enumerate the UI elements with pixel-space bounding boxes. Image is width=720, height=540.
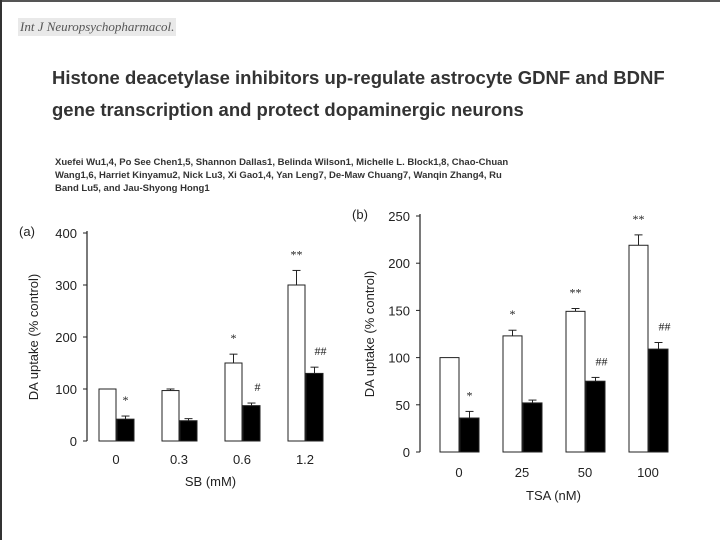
chart-a-x-tick-label: 1.2 <box>296 452 314 467</box>
article-title: Histone deacetylase inhibitors up-regula… <box>52 67 665 120</box>
chart-b-x-tick-label: 25 <box>515 465 529 480</box>
chart-b-x-tick-label: 50 <box>578 465 592 480</box>
chart-a-bar-control <box>224 362 243 442</box>
chart-a-panel-label: (a) <box>19 224 35 239</box>
chart-b-y-tick-label: 100 <box>388 351 410 366</box>
author-list: Xuefei Wu1,4, Po See Chen1,5, Shannon Da… <box>55 157 509 194</box>
chart-b-x-tick-label: 0 <box>455 465 462 480</box>
chart-b-significance-marker: ** <box>570 286 582 300</box>
chart-a-significance-marker: * <box>231 331 237 345</box>
chart-a-bar-control <box>287 284 306 442</box>
chart-a-x-tick-label: 0.3 <box>170 452 188 467</box>
chart-a-significance-marker: # <box>255 380 261 394</box>
slide-top-border <box>0 0 720 2</box>
journal-name: Int J Neuropsychopharmacol. <box>18 18 177 36</box>
chart-b-significance-marker: ## <box>596 354 608 368</box>
chart-b-x-label: TSA (nM) <box>526 488 581 503</box>
chart-a-y-tick-label: 0 <box>70 434 77 449</box>
chart-b-y-tick-label: 250 <box>388 209 410 224</box>
chart-b-bar-control <box>502 335 523 453</box>
chart-a-bar-treated <box>242 405 261 442</box>
chart-a-x-label: SB (mM) <box>185 474 236 489</box>
chart-b-bar-treated <box>459 417 480 453</box>
chart-b-y-tick-label: 150 <box>388 303 410 318</box>
chart-a-bar-treated <box>179 420 198 442</box>
chart-a-x-tick-label: 0.6 <box>233 452 251 467</box>
chart-b-x-tick-label: 100 <box>637 465 659 480</box>
chart-b-panel-label: (b) <box>352 207 368 222</box>
slide-left-border <box>0 0 2 540</box>
chart-a-significance-marker: ** <box>291 247 303 261</box>
chart-a-bar-control <box>161 390 180 442</box>
chart-a-bar-treated <box>305 372 324 442</box>
chart-a-y-tick-label: 100 <box>55 382 77 397</box>
chart-b-significance-marker: * <box>510 307 516 321</box>
chart-a-y-label: DA uptake (% control) <box>26 274 41 400</box>
chart-a-significance-marker: * <box>123 393 129 407</box>
chart-a-y-tick-label: 200 <box>55 330 77 345</box>
chart-b-bar-treated <box>648 348 669 453</box>
chart-b-y-tick-label: 50 <box>396 398 410 413</box>
chart-b-significance-marker: ** <box>633 212 645 226</box>
chart-a-y-tick-label: 400 <box>55 226 77 241</box>
chart-b-significance-marker: * <box>467 388 473 402</box>
chart-b-significance-marker: ## <box>659 319 671 333</box>
chart-b-y-label: DA uptake (% control) <box>362 271 377 397</box>
chart-b-bar-control <box>628 244 649 453</box>
chart-a-bar-control <box>98 388 117 442</box>
chart-b-bar-control <box>565 310 586 453</box>
chart-b-bar-control <box>439 357 460 453</box>
chart-a-significance-marker: ## <box>315 344 327 358</box>
chart-a-bar-treated <box>116 418 135 442</box>
chart-b-y-tick-label: 200 <box>388 256 410 271</box>
chart-a-x-tick-label: 0 <box>112 452 119 467</box>
chart-a-y-tick-label: 300 <box>55 278 77 293</box>
chart-b-bar-treated <box>522 402 543 453</box>
chart-b-bar-treated <box>585 380 606 453</box>
chart-b-y-tick-label: 0 <box>403 445 410 460</box>
